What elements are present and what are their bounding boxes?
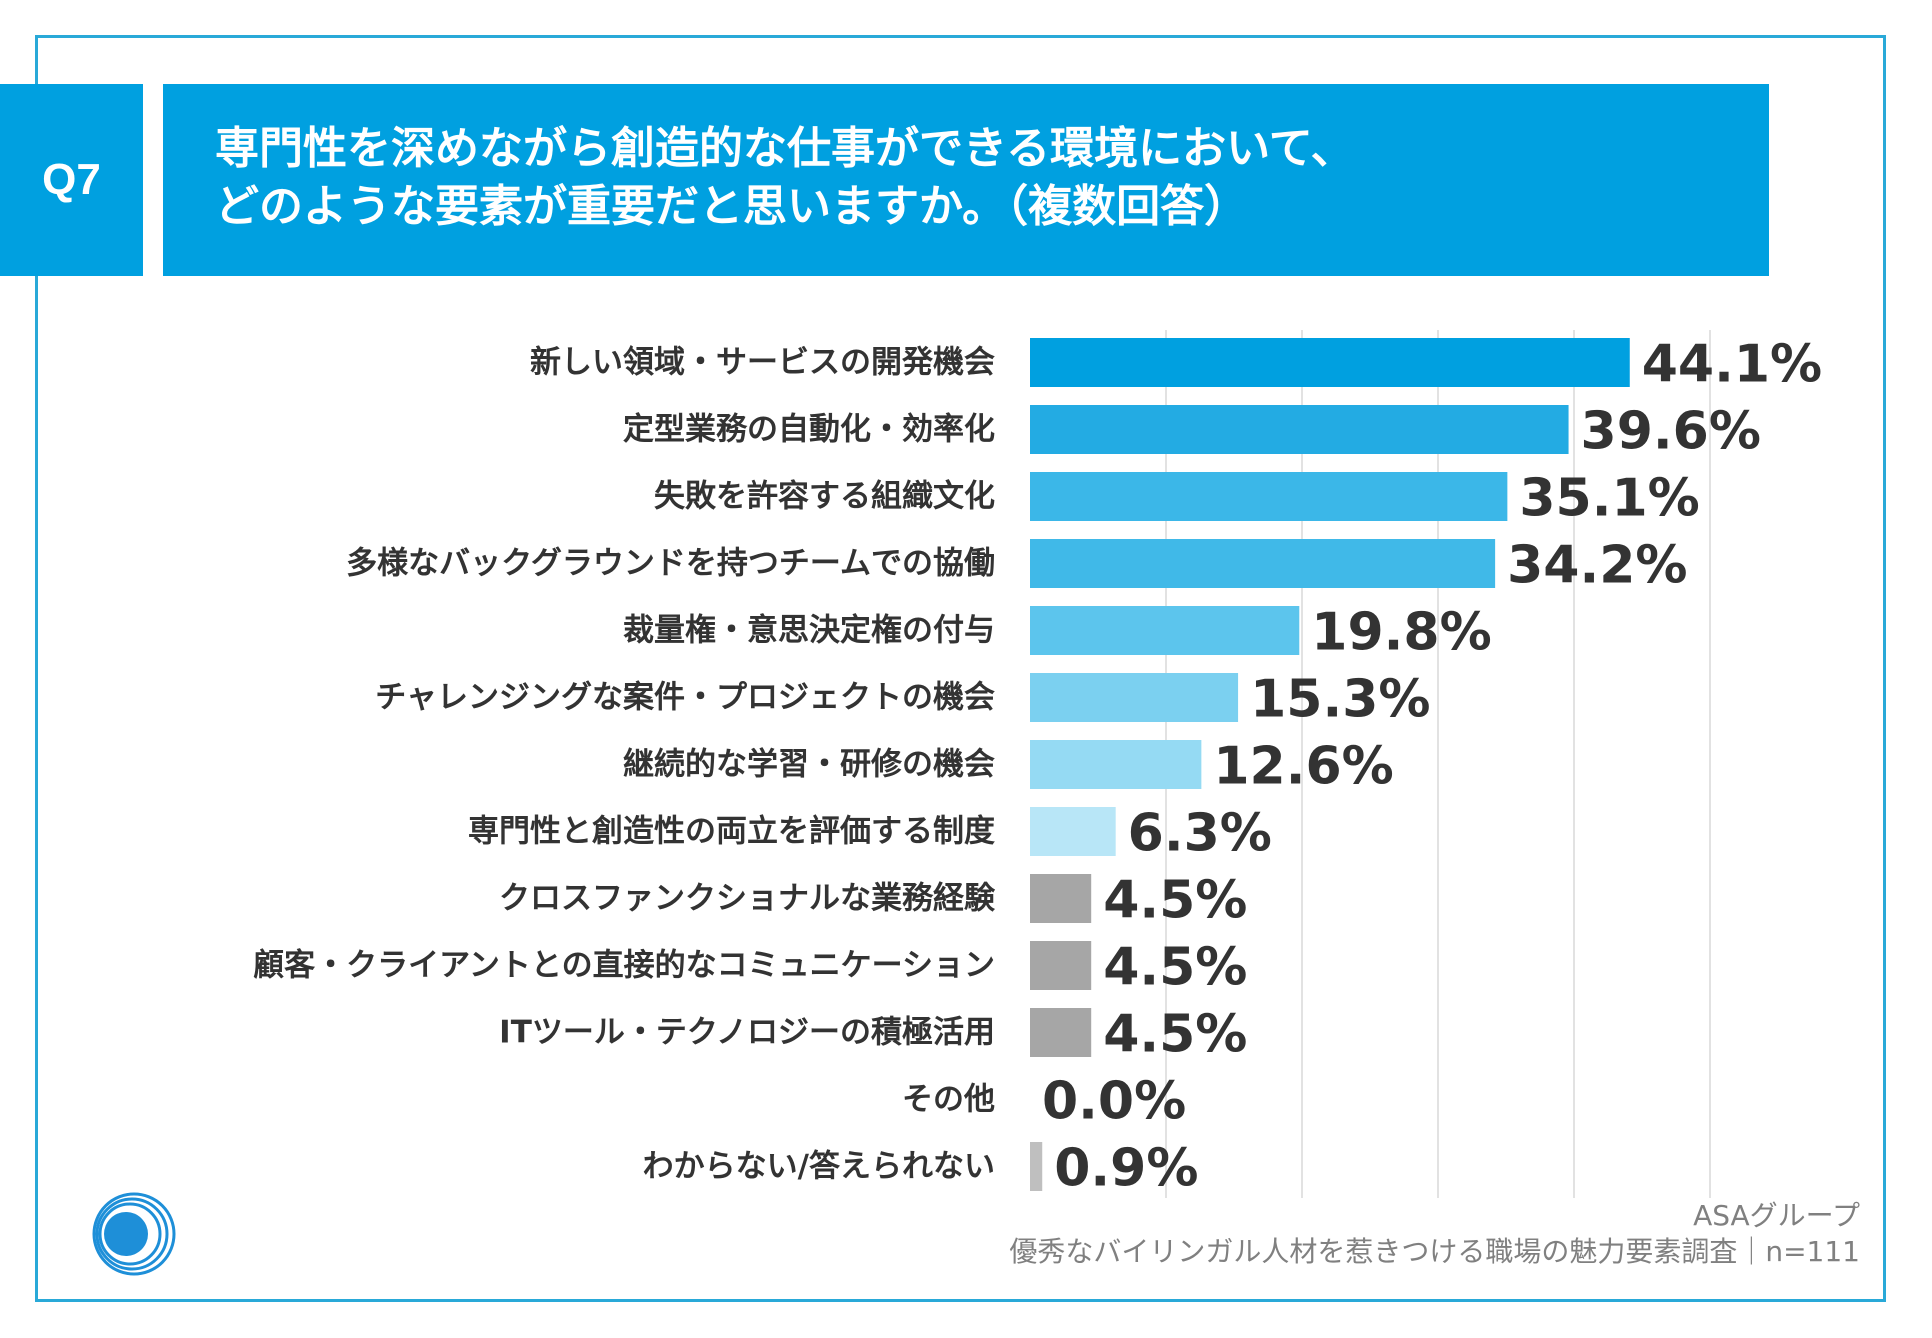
- category-label: その他: [902, 1082, 995, 1118]
- category-label: 定型業務の自動化・効率化: [623, 412, 995, 448]
- bar: [1030, 740, 1202, 789]
- bar: [1030, 807, 1116, 856]
- value-label: 34.2%: [1507, 536, 1687, 596]
- category-label: わからない/答えられない: [643, 1149, 995, 1185]
- bar: [1030, 941, 1092, 990]
- company-logo-icon: [92, 1192, 176, 1276]
- category-label: 顧客・クライアントとの直接的なコミュニケーション: [253, 948, 995, 984]
- value-label: 0.9%: [1054, 1139, 1198, 1199]
- value-label: 35.1%: [1519, 469, 1699, 529]
- bar: [1030, 338, 1630, 387]
- bar: [1030, 539, 1496, 588]
- value-label: 4.5%: [1103, 1005, 1247, 1065]
- value-label: 0.0%: [1042, 1072, 1186, 1132]
- bar: [1030, 1008, 1092, 1057]
- bar: [1030, 405, 1569, 454]
- value-label: 15.3%: [1250, 670, 1430, 730]
- category-label: チャレンジングな案件・プロジェクトの機会: [375, 680, 995, 716]
- value-label: 39.6%: [1581, 402, 1761, 462]
- value-label: 6.3%: [1128, 804, 1272, 864]
- category-label: 失敗を許容する組織文化: [654, 479, 995, 515]
- source-company: ASAグループ: [1693, 1199, 1860, 1232]
- bar: [1030, 472, 1508, 521]
- category-label: 多様なバックグラウンドを持つチームでの協働: [346, 546, 995, 582]
- category-label: 継続的な学習・研修の機会: [623, 747, 995, 783]
- value-label: 4.5%: [1103, 938, 1247, 998]
- category-label: 専門性と創造性の両立を評価する制度: [468, 814, 995, 850]
- source-survey: 優秀なバイリンガル人材を惹きつける職場の魅力要素調査｜n=111: [1009, 1235, 1860, 1268]
- bar: [1030, 1142, 1043, 1191]
- bar: [1030, 606, 1300, 655]
- question-title-line2: どのような要素が重要だと思いますか。（複数回答）: [215, 181, 1249, 232]
- category-label: 新しい領域・サービスの開発機会: [530, 345, 995, 381]
- source-credit: ASAグループ 優秀なバイリンガル人材を惹きつける職場の魅力要素調査｜n=111: [1009, 1198, 1860, 1270]
- value-label: 19.8%: [1311, 603, 1491, 663]
- category-label: 裁量権・意思決定権の付与: [623, 613, 995, 649]
- question-title-line1: 専門性を深めながら創造的な仕事ができる環境において、: [215, 123, 1355, 174]
- value-label: 44.1%: [1642, 335, 1822, 395]
- question-title: 専門性を深めながら創造的な仕事ができる環境において、 どのような要素が重要だと思…: [163, 84, 1769, 276]
- category-label: クロスファンクショナルな業務経験: [499, 881, 996, 917]
- value-label: 4.5%: [1103, 871, 1247, 931]
- category-label: ITツール・テクノロジーの積極活用: [499, 1015, 995, 1051]
- value-label: 12.6%: [1213, 737, 1393, 797]
- bar: [1030, 874, 1092, 923]
- outer-frame: [35, 35, 1886, 1302]
- question-badge: Q7: [0, 84, 143, 276]
- bar: [1030, 673, 1239, 722]
